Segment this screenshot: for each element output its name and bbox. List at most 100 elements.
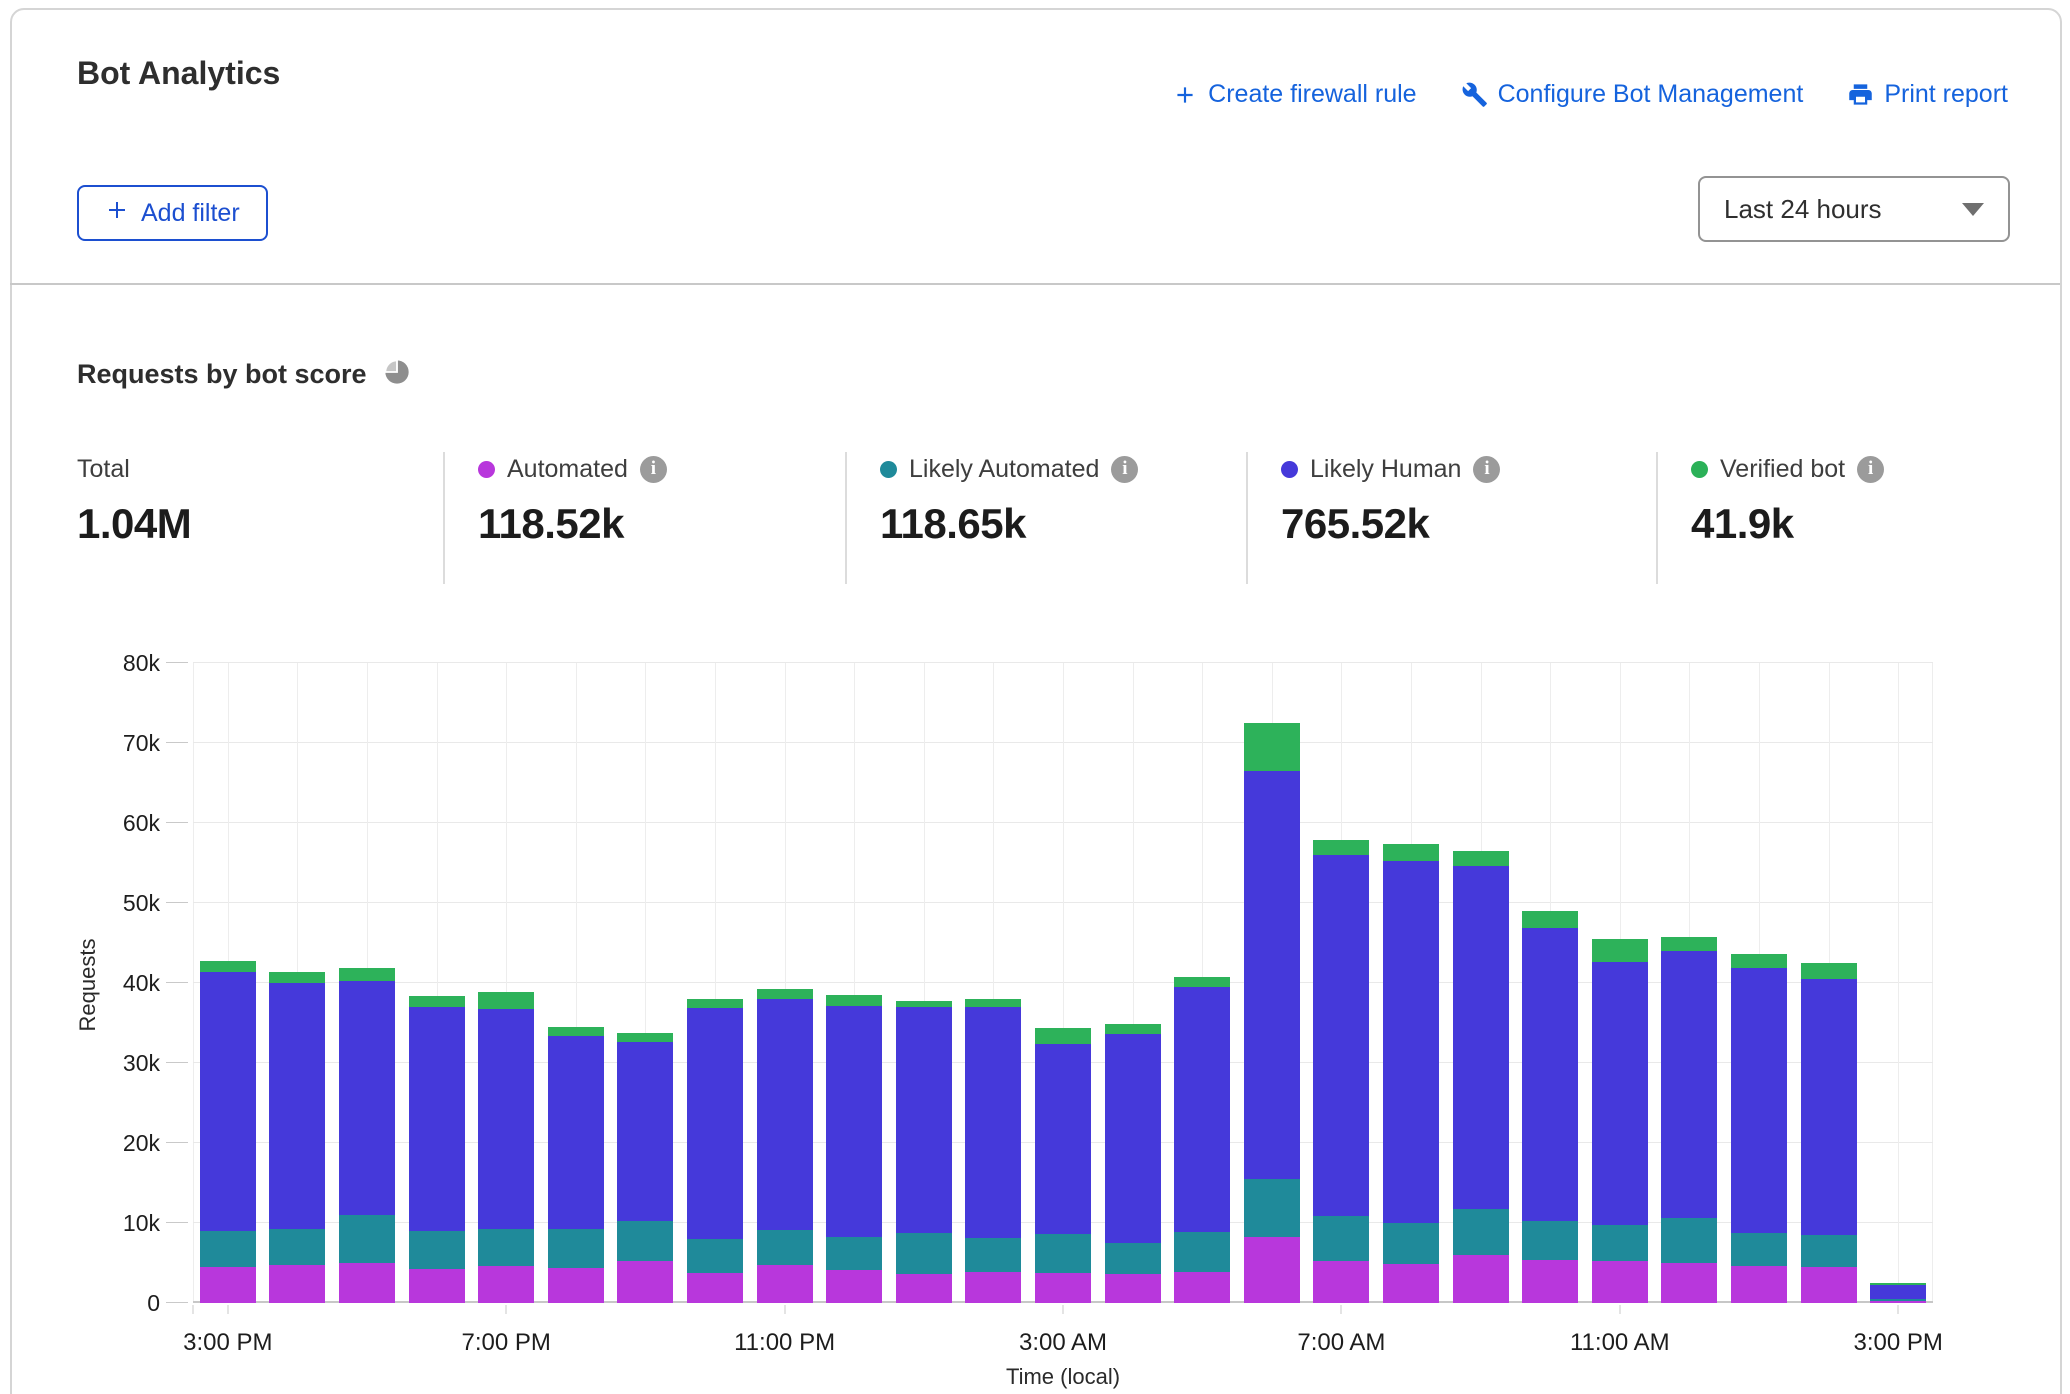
- bar-slot: [471, 663, 541, 1303]
- page-title: Bot Analytics: [77, 55, 280, 92]
- create-firewall-rule-link[interactable]: Create firewall rule: [1172, 80, 1416, 109]
- y-tick-label: 30k: [10, 1047, 160, 1079]
- segment-likely-human: [1731, 968, 1787, 1234]
- bar-slot: [1237, 663, 1307, 1303]
- stacked-bar-21[interactable]: [1661, 937, 1717, 1303]
- stat-automated: Automated i 118.52k: [478, 452, 667, 548]
- bar-slot: [1863, 663, 1933, 1303]
- stat-likely-human: Likely Human i 765.52k: [1281, 452, 1500, 548]
- plus-icon: [105, 198, 129, 229]
- stacked-bar-9[interactable]: [826, 995, 882, 1303]
- stat-total-label: Total: [77, 455, 130, 484]
- time-range-select[interactable]: Last 24 hours: [1698, 176, 2010, 242]
- stacked-bar-8[interactable]: [757, 989, 813, 1303]
- configure-bot-management-link[interactable]: Configure Bot Management: [1461, 80, 1804, 109]
- segment-verified-bot: [826, 995, 882, 1006]
- segment-verified-bot: [1592, 939, 1648, 962]
- x-tick-mark: [1341, 1305, 1342, 1314]
- bar-slot: [263, 663, 333, 1303]
- bar-slot: [332, 663, 402, 1303]
- segment-verified-bot: [1383, 844, 1439, 861]
- stacked-bar-4[interactable]: [478, 992, 534, 1303]
- stacked-bar-11[interactable]: [965, 999, 1021, 1303]
- stat-verified-bot-value: 41.9k: [1691, 500, 1884, 548]
- segment-automated: [200, 1267, 256, 1303]
- x-tick-label: 3:00 PM: [183, 1329, 272, 1357]
- segment-automated: [1383, 1264, 1439, 1303]
- stacked-bar-24[interactable]: [1870, 1283, 1926, 1303]
- segment-likely-automated: [1174, 1232, 1230, 1272]
- stacked-bar-17[interactable]: [1383, 844, 1439, 1303]
- bar-slot: [611, 663, 681, 1303]
- segment-automated: [826, 1270, 882, 1303]
- stacked-bar-19[interactable]: [1522, 911, 1578, 1303]
- segment-automated: [1801, 1267, 1857, 1303]
- segment-likely-automated: [200, 1231, 256, 1267]
- create-firewall-rule-label: Create firewall rule: [1208, 80, 1416, 109]
- stat-likely-automated-value: 118.65k: [880, 500, 1138, 548]
- segment-verified-bot: [757, 989, 813, 999]
- print-report-label: Print report: [1884, 80, 2008, 109]
- x-tick-label: 11:00 AM: [1570, 1329, 1670, 1357]
- segment-likely-human: [1313, 855, 1369, 1216]
- segment-likely-automated: [826, 1237, 882, 1271]
- y-tick-label: 60k: [10, 807, 160, 839]
- segment-likely-automated: [1244, 1179, 1300, 1237]
- stacked-bar-15[interactable]: [1244, 723, 1300, 1303]
- stacked-bar-18[interactable]: [1453, 851, 1509, 1303]
- segment-likely-human: [1174, 987, 1230, 1232]
- header-actions: Create firewall rule Configure Bot Manag…: [1172, 80, 2008, 109]
- segment-verified-bot: [1801, 963, 1857, 979]
- stat-divider: [1246, 452, 1248, 584]
- y-tick-label: 20k: [10, 1127, 160, 1159]
- segment-likely-human: [1870, 1285, 1926, 1299]
- stacked-bar-22[interactable]: [1731, 954, 1787, 1303]
- segment-automated: [548, 1268, 604, 1303]
- segment-likely-human: [478, 1009, 534, 1228]
- y-tick-label: 10k: [10, 1207, 160, 1239]
- segment-verified-bot: [409, 996, 465, 1007]
- segment-likely-human: [1661, 951, 1717, 1218]
- bar-slot: [889, 663, 959, 1303]
- y-tick-mark: [166, 662, 188, 663]
- info-icon[interactable]: i: [1111, 456, 1138, 483]
- stacked-bar-5[interactable]: [548, 1027, 604, 1303]
- stacked-bar-16[interactable]: [1313, 840, 1369, 1303]
- info-icon[interactable]: i: [1857, 456, 1884, 483]
- x-tick-mark: [1898, 1305, 1899, 1314]
- segment-automated: [409, 1269, 465, 1303]
- y-tick-mark: [166, 982, 188, 983]
- segment-automated: [757, 1265, 813, 1303]
- x-tick-mark: [1063, 1305, 1064, 1314]
- segment-verified-bot: [1522, 911, 1578, 928]
- segment-likely-human: [757, 999, 813, 1230]
- stacked-bar-14[interactable]: [1174, 977, 1230, 1303]
- stacked-bar-2[interactable]: [339, 968, 395, 1303]
- segment-likely-automated: [1453, 1209, 1509, 1255]
- stacked-bar-3[interactable]: [409, 996, 465, 1303]
- segment-likely-automated: [1592, 1225, 1648, 1261]
- bar-slot: [1376, 663, 1446, 1303]
- info-icon[interactable]: i: [1473, 456, 1500, 483]
- stacked-bar-7[interactable]: [687, 999, 743, 1303]
- segment-verified-bot: [687, 999, 743, 1008]
- pie-chart-icon: [383, 358, 411, 391]
- info-icon[interactable]: i: [640, 456, 667, 483]
- segment-likely-automated: [1801, 1235, 1857, 1267]
- segment-automated: [269, 1265, 325, 1303]
- segment-automated: [1035, 1273, 1091, 1303]
- stacked-bar-12[interactable]: [1035, 1028, 1091, 1303]
- segment-verified-bot: [1661, 937, 1717, 951]
- segment-likely-human: [1383, 861, 1439, 1223]
- stacked-bar-1[interactable]: [269, 972, 325, 1303]
- stacked-bar-6[interactable]: [617, 1033, 673, 1303]
- print-report-link[interactable]: Print report: [1847, 80, 2008, 109]
- y-tick-label: 0: [10, 1287, 160, 1319]
- stacked-bar-20[interactable]: [1592, 939, 1648, 1303]
- stacked-bar-10[interactable]: [896, 1001, 952, 1303]
- stacked-bar-23[interactable]: [1801, 963, 1857, 1303]
- stacked-bar-13[interactable]: [1105, 1024, 1161, 1303]
- add-filter-button[interactable]: Add filter: [77, 185, 268, 241]
- stacked-bar-0[interactable]: [200, 961, 256, 1303]
- segment-verified-bot: [269, 972, 325, 983]
